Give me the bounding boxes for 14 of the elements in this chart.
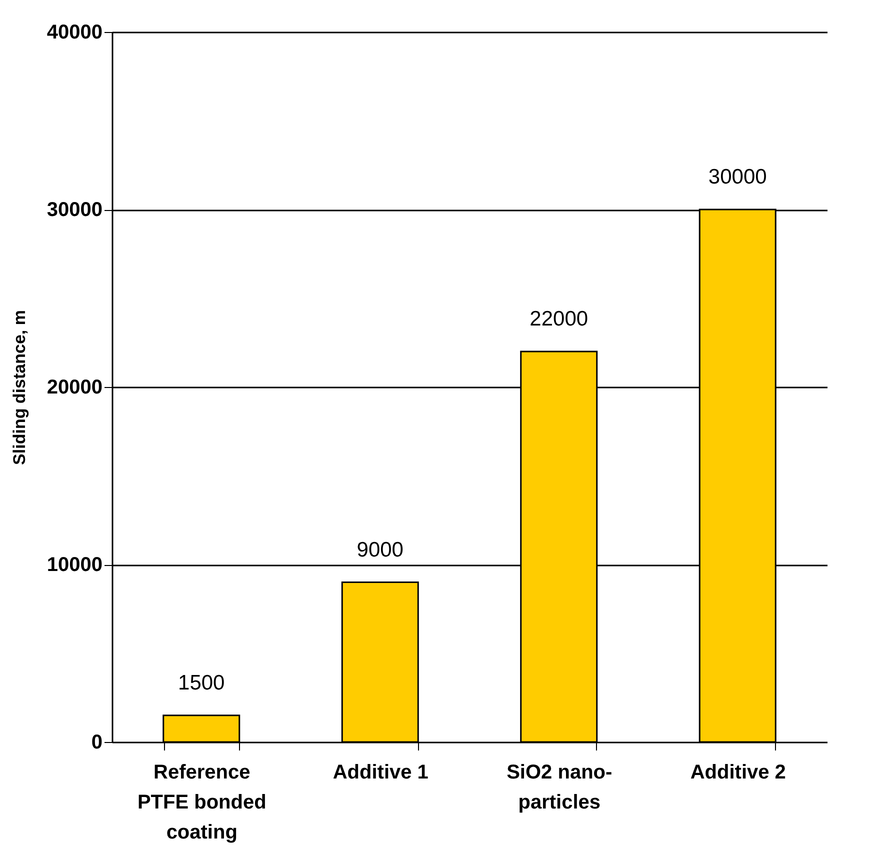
data-label: 9000	[356, 538, 404, 562]
data-label: 22000	[530, 308, 588, 330]
y-tick-label: 30000	[46, 199, 102, 221]
y-tick-label: 10000	[46, 554, 102, 576]
x-tick-label: Additive 2	[690, 762, 786, 784]
y-tick-label: 20000	[46, 376, 102, 398]
data-label: 30000	[708, 166, 767, 188]
x-tick-label: Reference PTFE bonded coating	[137, 762, 266, 844]
x-tick-label: SiO2 nano- particles	[506, 762, 612, 814]
y-tick-label: 40000	[46, 22, 102, 44]
y-tick-label: 0	[91, 732, 102, 754]
y-axis-title: Sliding distance, m	[10, 310, 29, 465]
x-tick-label: Additive 1	[332, 762, 428, 784]
data-label: 1500	[178, 671, 225, 694]
